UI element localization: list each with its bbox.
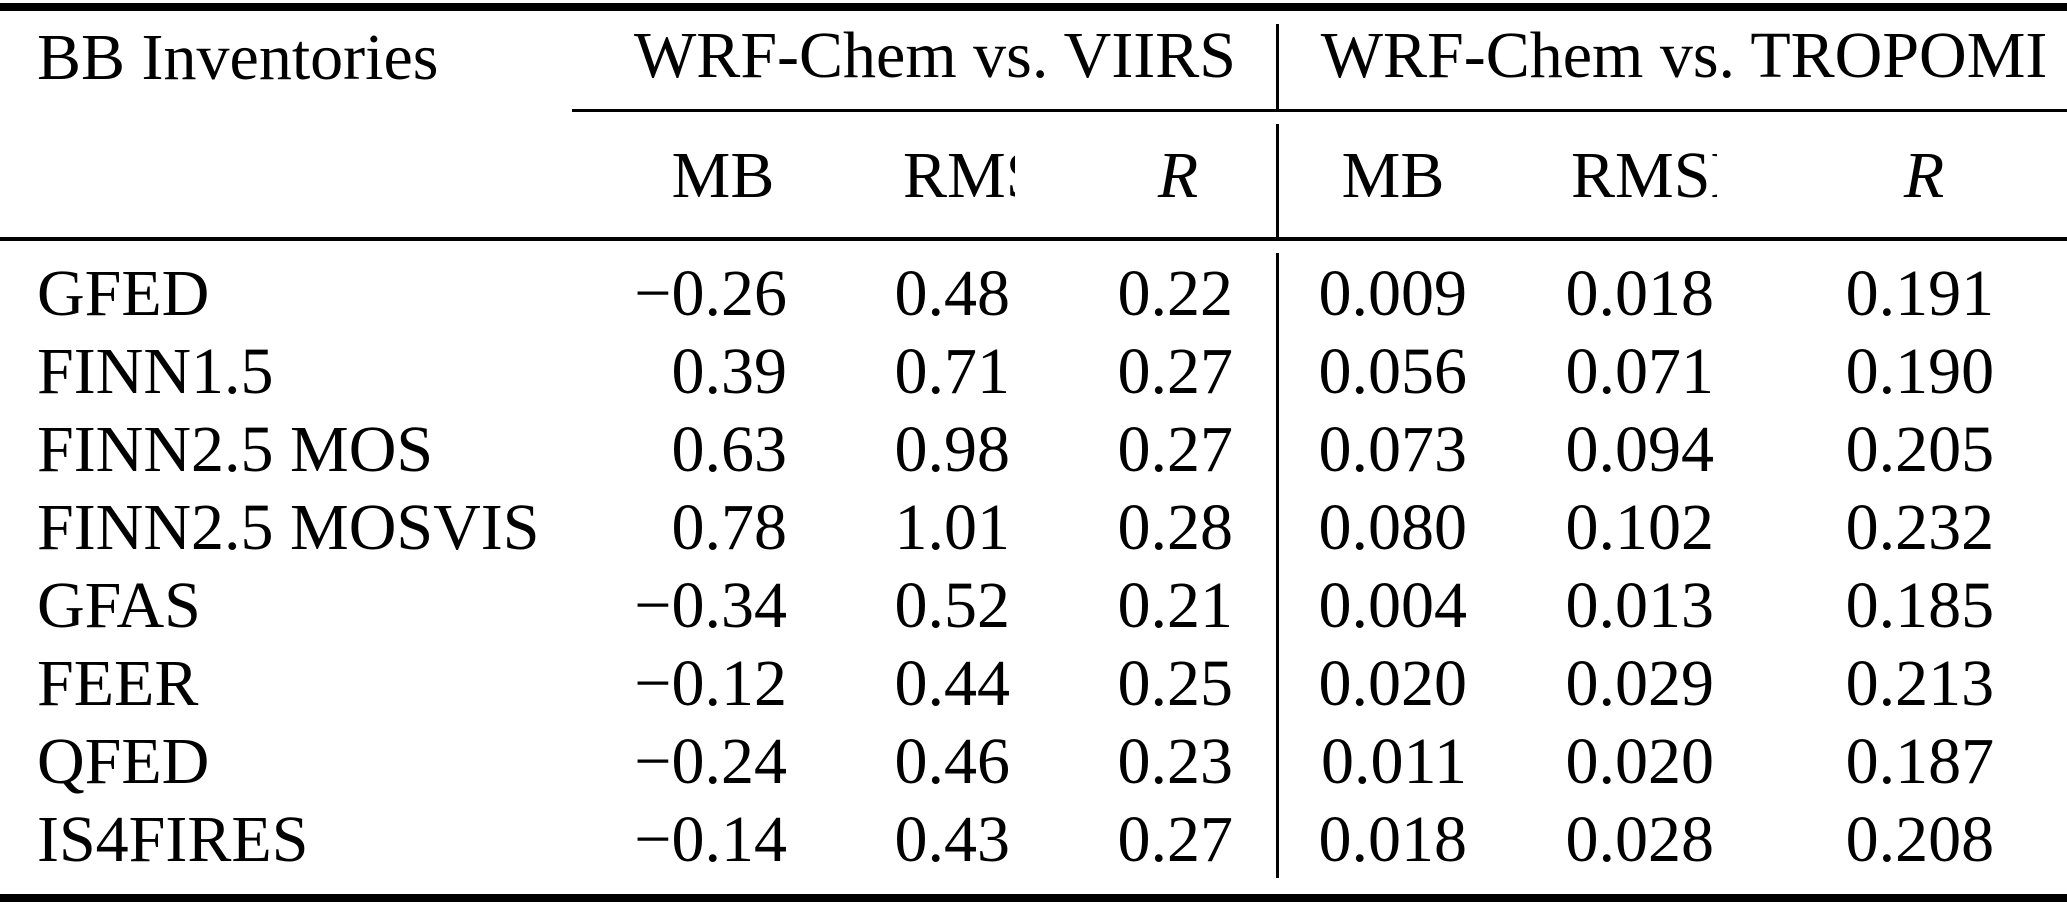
table-cell: 0.208 bbox=[1845, 803, 1995, 877]
table-cell: 0.011 bbox=[1320, 725, 1468, 799]
table-cell: 0.028 bbox=[1565, 803, 1715, 877]
row-label: FINN2.5 MOS bbox=[37, 413, 434, 487]
table-cell: 0.27 bbox=[1117, 335, 1234, 409]
table-cell: 0.187 bbox=[1845, 725, 1995, 799]
table-cell: 0.004 bbox=[1318, 569, 1468, 643]
table-cell: 0.22 bbox=[1117, 257, 1234, 331]
col-header-tropomi-mb: MB bbox=[1341, 139, 1445, 213]
table-cell: 0.23 bbox=[1117, 725, 1234, 799]
table-top-rule bbox=[0, 3, 2067, 11]
table-cell: 0.190 bbox=[1845, 335, 1995, 409]
table-bottom-rule bbox=[0, 894, 2067, 902]
table-cell: 0.52 bbox=[894, 569, 1011, 643]
table-cell: 0.073 bbox=[1318, 413, 1468, 487]
table-cell: 0.018 bbox=[1565, 257, 1715, 331]
col-header-tropomi-rmse: RMSE bbox=[1571, 139, 1717, 213]
table-cell: 0.185 bbox=[1845, 569, 1995, 643]
table-cell: −0.14 bbox=[634, 803, 787, 877]
table-cell: 0.39 bbox=[671, 335, 788, 409]
table-cell: 0.094 bbox=[1565, 413, 1715, 487]
table-cell: 0.27 bbox=[1117, 803, 1234, 877]
corner-header-bb-inventories: BB Inventories bbox=[37, 21, 439, 94]
results-table: BB Inventories WRF-Chem vs. VIIRS WRF-Ch… bbox=[0, 0, 2067, 879]
table-cell: 0.056 bbox=[1318, 335, 1468, 409]
table-cell: 0.48 bbox=[894, 257, 1011, 331]
table-cell: 0.71 bbox=[894, 335, 1011, 409]
table-cell: 0.009 bbox=[1318, 257, 1468, 331]
table-row: FINN2.5 MOSVIS 0.78 1.01 0.28 0.080 0.10… bbox=[0, 489, 2067, 567]
table-header-rule bbox=[0, 237, 2067, 241]
row-label: FINN1.5 bbox=[37, 335, 274, 409]
row-label: FINN2.5 MOSVIS bbox=[37, 491, 540, 565]
table-row: IS4FIRES −0.14 0.43 0.27 0.018 0.028 0.2… bbox=[0, 801, 2067, 879]
table-row: FINN2.5 MOS 0.63 0.98 0.27 0.073 0.094 0… bbox=[0, 411, 2067, 489]
table-cell: 0.78 bbox=[671, 491, 788, 565]
col-header-tropomi-r: R bbox=[1903, 139, 1945, 213]
table-cell: 0.080 bbox=[1318, 491, 1468, 565]
table-cell: 0.43 bbox=[894, 803, 1011, 877]
table-cell: 0.191 bbox=[1845, 257, 1995, 331]
table-row: FINN1.5 0.39 0.71 0.27 0.056 0.071 0.190 bbox=[0, 333, 2067, 411]
table-cell: 0.029 bbox=[1565, 647, 1715, 721]
table-span-midrule bbox=[572, 109, 2067, 112]
table-cell: 0.071 bbox=[1565, 335, 1715, 409]
table-cell: −0.26 bbox=[634, 257, 787, 331]
group-header-viirs: WRF-Chem vs. VIIRS bbox=[634, 19, 1237, 93]
table-cell: −0.24 bbox=[634, 725, 787, 799]
col-header-viirs-r: R bbox=[1157, 139, 1199, 213]
table-cell: 0.018 bbox=[1318, 803, 1468, 877]
table-cell: 0.020 bbox=[1318, 647, 1468, 721]
table-cell: 0.213 bbox=[1845, 647, 1995, 721]
table-row: GFED −0.26 0.48 0.22 0.009 0.018 0.191 bbox=[0, 240, 2067, 333]
table-cell: −0.34 bbox=[634, 569, 787, 643]
table-row: QFED −0.24 0.46 0.23 0.011 0.020 0.187 bbox=[0, 723, 2067, 801]
table-cell: 0.44 bbox=[894, 647, 1011, 721]
table-cell: 0.46 bbox=[894, 725, 1011, 799]
table-cell: 0.020 bbox=[1565, 725, 1715, 799]
column-divider-segment bbox=[1276, 253, 1279, 878]
row-label: IS4FIRES bbox=[37, 803, 309, 877]
row-label: QFED bbox=[37, 725, 210, 799]
table-cell: 0.21 bbox=[1117, 569, 1234, 643]
row-label: GFAS bbox=[37, 569, 201, 643]
table-cell: 1.01 bbox=[894, 491, 1011, 565]
table-cell: 0.28 bbox=[1117, 491, 1234, 565]
table-cell: 0.232 bbox=[1845, 491, 1995, 565]
row-label: GFED bbox=[37, 257, 210, 331]
col-header-viirs-mb: MB bbox=[671, 139, 775, 213]
row-label: FEER bbox=[37, 647, 199, 721]
table-row: GFAS −0.34 0.52 0.21 0.004 0.013 0.185 bbox=[0, 567, 2067, 645]
table-cell: −0.12 bbox=[634, 647, 787, 721]
col-header-viirs-rmse: RMSE bbox=[903, 139, 1015, 213]
table-group-header-row: BB Inventories WRF-Chem vs. VIIRS WRF-Ch… bbox=[0, 0, 2067, 112]
table-cell: 0.63 bbox=[671, 413, 788, 487]
table-subheader-row: MB RMSE R MB RMSE R bbox=[0, 112, 2067, 240]
table-cell: 0.102 bbox=[1565, 491, 1715, 565]
column-divider-segment bbox=[1276, 24, 1279, 109]
table-cell: 0.98 bbox=[894, 413, 1011, 487]
table-cell: 0.205 bbox=[1845, 413, 1995, 487]
table-row: FEER −0.12 0.44 0.25 0.020 0.029 0.213 bbox=[0, 645, 2067, 723]
column-divider-segment bbox=[1276, 124, 1279, 237]
table-cell: 0.013 bbox=[1565, 569, 1715, 643]
table-cell: 0.25 bbox=[1117, 647, 1234, 721]
table-cell: 0.27 bbox=[1117, 413, 1234, 487]
group-header-tropomi: WRF-Chem vs. TROPOMI bbox=[1320, 19, 2048, 93]
